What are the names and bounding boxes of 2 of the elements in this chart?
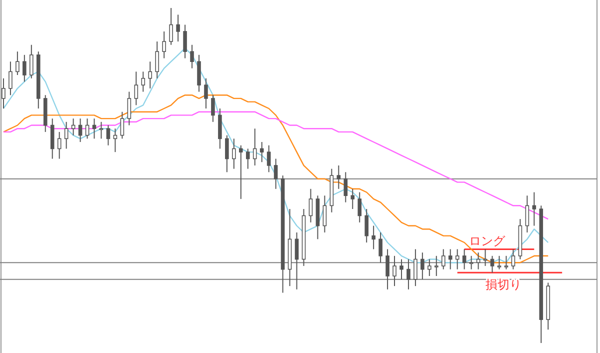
ref-line-label: 損切り bbox=[485, 278, 522, 292]
ref-line-label: ロング bbox=[469, 234, 506, 248]
